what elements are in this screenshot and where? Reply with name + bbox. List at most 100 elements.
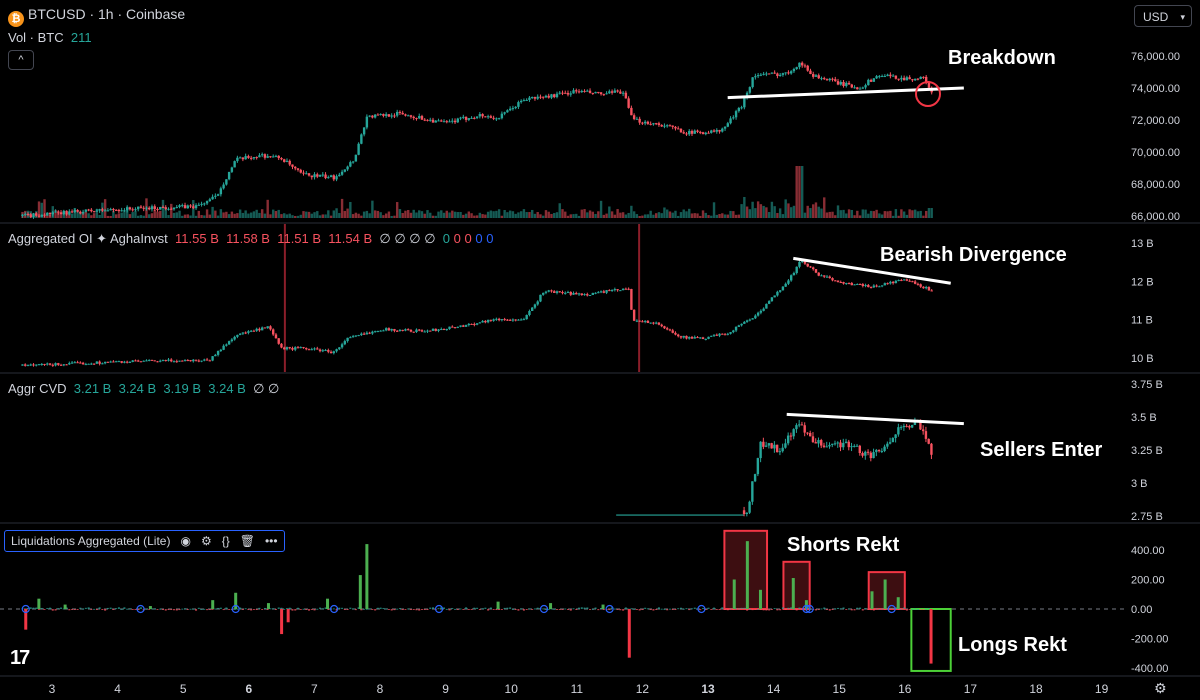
volume-bar [98, 214, 101, 218]
collapse-legend-button[interactable]: ^ [8, 50, 34, 70]
price-candle [759, 74, 763, 76]
price-candle [283, 159, 286, 162]
x-tick-label: 17 [964, 682, 978, 696]
liq-small-bar [189, 608, 192, 610]
settings-icon[interactable]: ⚙ [200, 534, 212, 548]
volume-bar [136, 215, 140, 218]
price-candle [194, 205, 198, 209]
eye-icon[interactable]: ◉ [180, 534, 191, 548]
oi-candle [767, 301, 771, 304]
cvd-candle [828, 444, 831, 447]
braces-icon[interactable]: {} [221, 534, 230, 548]
oi-candle [674, 332, 677, 335]
oi-candle [462, 325, 465, 327]
more-icon[interactable]: ••• [264, 534, 278, 548]
liq-small-bar [828, 609, 831, 611]
liq-small-bar [109, 607, 112, 609]
price-candle [542, 96, 545, 98]
oi-candle [241, 332, 245, 334]
volume-bar [792, 205, 796, 218]
gear-icon[interactable]: ⚙ [1154, 680, 1167, 696]
oi-zero-value: 0 [486, 231, 494, 246]
volume-bar [699, 215, 702, 218]
volume-bar [68, 214, 71, 218]
oi-candle [161, 360, 165, 362]
oi-candle [602, 291, 606, 293]
price-candle [836, 81, 840, 85]
oi-candle [429, 330, 432, 332]
cvd-candle [847, 441, 850, 448]
price-candle [685, 133, 688, 135]
liq-small-bar [735, 608, 738, 610]
liq-marker [697, 604, 706, 614]
oi-candle [62, 364, 66, 366]
price-candle [927, 82, 931, 88]
price-candle [478, 114, 482, 117]
volume-bar [530, 209, 534, 218]
oi-candle [459, 325, 462, 327]
price-candle [269, 156, 272, 158]
liq-small-bar [192, 608, 195, 610]
price-candle [145, 207, 148, 209]
oi-candle [440, 329, 443, 331]
oi-candle [401, 329, 404, 331]
cvd-candle [762, 441, 765, 447]
liq-small-bar [150, 608, 153, 610]
liq-small-bar [619, 609, 622, 611]
oi-candle [305, 348, 308, 350]
oi-candle [737, 325, 741, 327]
liq-small-bar [688, 609, 691, 611]
liq-marker [605, 604, 614, 614]
liq-small-bar [578, 607, 581, 609]
price-candle [916, 78, 920, 80]
liq-small-bar [781, 607, 784, 609]
liq-small-bar [437, 608, 440, 610]
y-tick-label: 400.00 [1131, 545, 1165, 557]
volume-bar [528, 212, 531, 218]
oi-candle [98, 361, 101, 364]
liq-small-bar [798, 607, 801, 609]
liq-small-bar [801, 609, 804, 610]
price-candle [539, 96, 542, 98]
liq-small-bar [542, 608, 545, 610]
volume-bar [426, 210, 429, 218]
cvd-candle [784, 443, 787, 448]
liq-small-bar [765, 609, 768, 611]
oi-candle [919, 284, 922, 287]
trash-icon[interactable]: 🗑 [239, 534, 255, 548]
volume-bar [478, 212, 482, 218]
volume-bar [313, 212, 316, 218]
volume-bar [269, 214, 272, 218]
price-candle [856, 87, 859, 90]
liq-small-bar [382, 607, 385, 609]
price-candle [351, 161, 355, 163]
price-candle [117, 209, 121, 212]
price-candle [690, 130, 694, 134]
price-candle [241, 157, 245, 160]
liquidations-legend[interactable]: Liquidations Aggregated (Lite) ◉ ⚙ {} 🗑 … [4, 530, 285, 552]
volume-bar [79, 212, 82, 218]
oi-candle [448, 326, 451, 330]
liq-small-bar [470, 609, 473, 610]
cvd-candle [795, 425, 798, 430]
price-candle [839, 81, 842, 85]
price-candle [412, 116, 415, 119]
price-candle [773, 72, 776, 74]
currency-select[interactable]: USD ▾ [1134, 5, 1192, 27]
oi-candle [178, 360, 181, 362]
volume-bar [641, 215, 644, 218]
volume-bar [327, 210, 330, 218]
volume-bar [599, 200, 603, 218]
liq-small-bar [68, 609, 71, 611]
oi-candle [486, 319, 490, 323]
price-candle [170, 208, 173, 210]
liq-small-bar [713, 607, 716, 609]
price-candle [902, 77, 906, 81]
volume-bar [544, 210, 548, 218]
price-candle [679, 128, 683, 133]
oi-candle [787, 280, 790, 284]
liq-small-bar [379, 607, 382, 609]
liq-small-bar [848, 608, 851, 610]
price-candle [869, 79, 873, 82]
